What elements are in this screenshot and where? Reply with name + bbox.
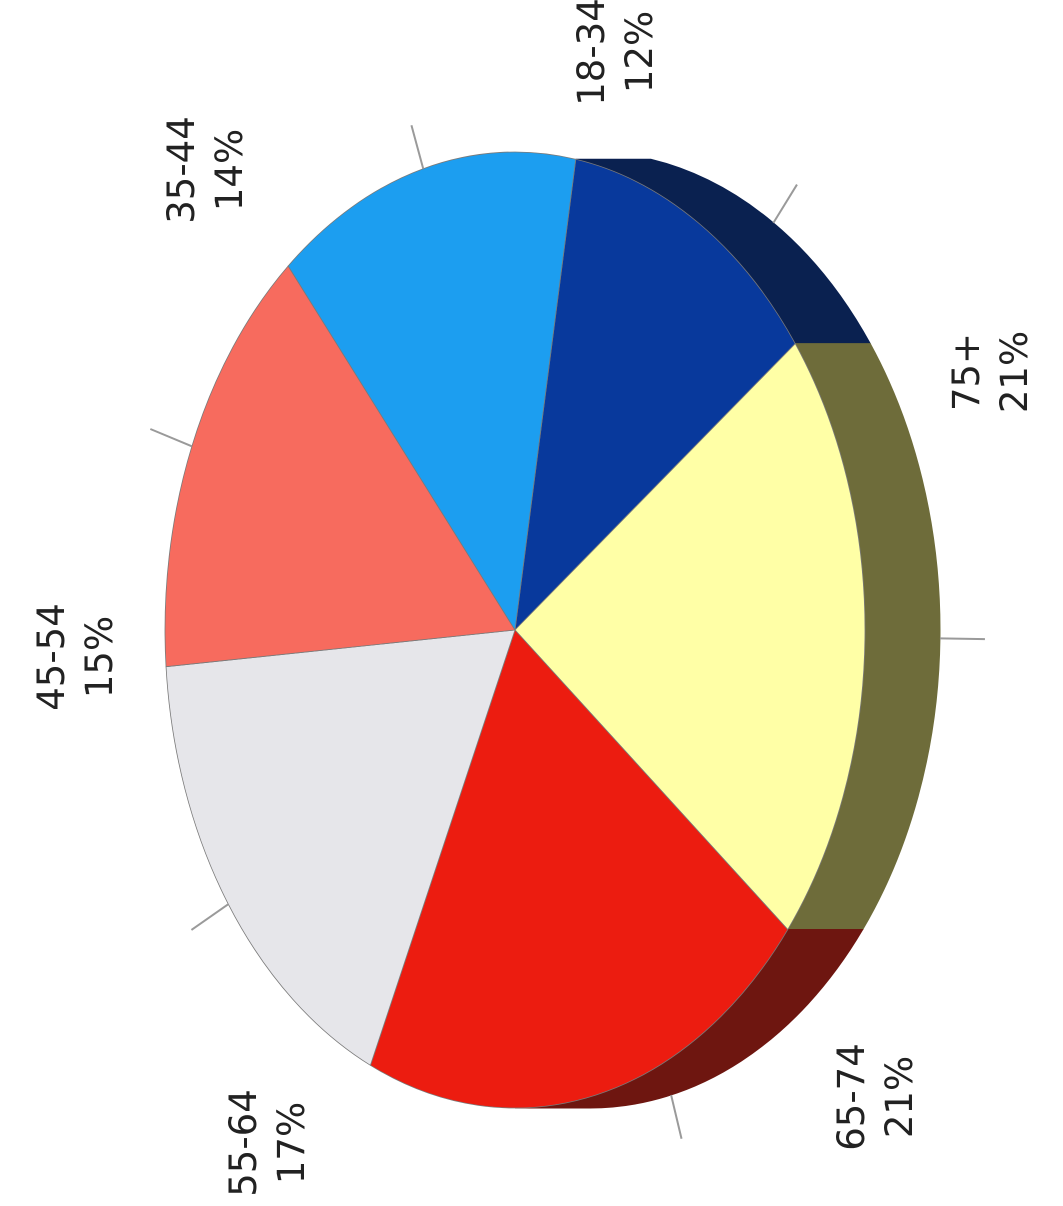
leader-line-45-54 [149,428,193,448]
slice-label-65-74: 65-74 [830,1043,873,1151]
slice-label-55-64: 55-64 [222,1089,265,1197]
slice-label-35-44: 35-44 [160,116,203,224]
pie-slices [164,151,866,1109]
leader-line-75 [939,637,985,641]
slice-label-group-18-34: 18-34 12% [570,0,661,106]
leader-line-65-74 [670,1094,683,1139]
slice-value-35-44: 14% [208,129,251,211]
slice-value-45-54: 15% [78,616,121,698]
slice-value-75: 21% [993,331,1036,413]
slice-18-34 [514,158,796,632]
slice-35-44 [287,151,577,632]
slice-45-54 [164,265,516,668]
slice-label-75: 75+ [945,333,988,411]
slice-label-group-45-54: 45-54 15% [30,603,121,711]
slice-value-18-34: 12% [618,11,661,93]
slice-65-74 [369,629,789,1109]
slice-value-65-74: 21% [878,1056,921,1138]
slice-75 [514,343,866,931]
slice-label-group-65-74: 65-74 21% [830,1043,921,1151]
slice-label-group-35-44: 35-44 14% [160,116,251,224]
slice-55-64 [165,629,516,1066]
slice-label-45-54: 45-54 [30,603,73,711]
slice-value-55-64: 17% [270,1102,313,1184]
slice-label-group-55-64: 55-64 17% [222,1089,313,1197]
leader-line-55-64 [190,903,229,931]
leader-line-18-34 [772,184,798,224]
slice-label-18-34: 18-34 [570,0,613,106]
leader-line-35-44 [410,125,425,169]
pie-labels: 18-34 12%75+ 21%65-74 21%55-64 17%45-54 15%35… [30,0,1036,1197]
slice-label-group-75: 75+ 21% [945,331,1036,413]
